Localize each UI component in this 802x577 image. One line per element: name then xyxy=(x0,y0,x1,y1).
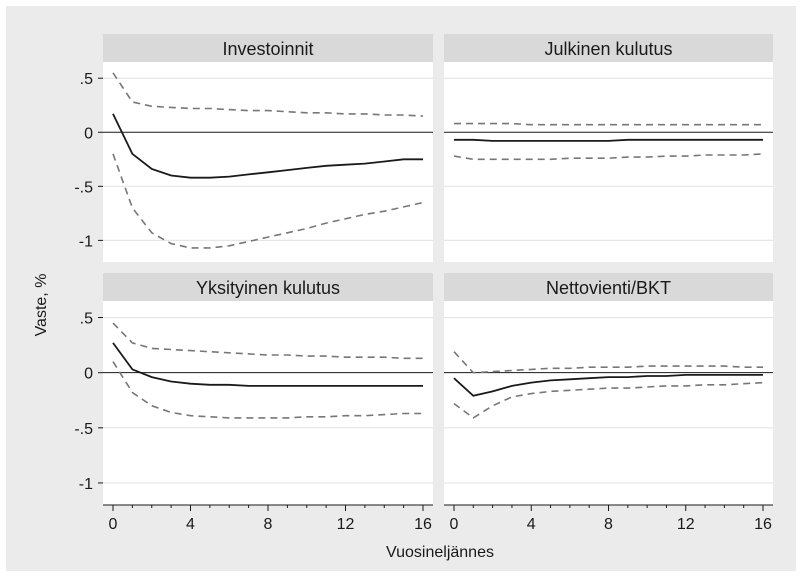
plot-area xyxy=(103,301,433,505)
y-tick-label: -1 xyxy=(79,233,93,250)
x-tick-label: 0 xyxy=(109,516,118,533)
y-tick-label: .5 xyxy=(80,71,93,88)
x-tick-labels: 0 4 8 12 16 0 4 8 12 16 xyxy=(109,516,772,533)
upper-band-line xyxy=(454,122,763,126)
response-line xyxy=(453,373,763,397)
x-tick-label: 8 xyxy=(264,516,273,533)
panel-strip xyxy=(444,273,773,301)
x-tick-label: 12 xyxy=(337,516,355,533)
x-tick-label: 16 xyxy=(754,516,772,533)
plot-area xyxy=(444,62,773,262)
panel-0: Investoinnit xyxy=(98,34,433,262)
panel-strip xyxy=(103,34,433,62)
lower-band-line xyxy=(112,361,423,419)
lower-band-line xyxy=(112,153,424,249)
panel-title: Yksityinen kulutus xyxy=(196,278,340,298)
lower-band-line xyxy=(453,153,764,161)
y-tick-label: 0 xyxy=(84,366,93,383)
x-tick-label: 0 xyxy=(450,516,459,533)
upper-band-line xyxy=(112,72,424,117)
response-line xyxy=(454,138,763,142)
panels: Investoinnit Julkinen kulutus Yksityinen k… xyxy=(98,34,773,511)
plot-area xyxy=(444,301,773,505)
upper-band-line xyxy=(112,322,423,360)
panel-title: Nettovienti/BKT xyxy=(546,278,671,298)
panel-strip xyxy=(103,273,433,301)
response-line xyxy=(112,113,423,179)
y-tick-labels: .5 0 -.5 -1 .5 0 -.5 -1 xyxy=(74,71,93,493)
x-tick-label: 12 xyxy=(677,516,695,533)
upper-band-line xyxy=(453,351,763,374)
x-tick-label: 4 xyxy=(186,516,195,533)
y-tick-label: -.5 xyxy=(74,179,93,196)
x-axis-label: Vuosineljännes xyxy=(386,544,494,561)
x-tick-label: 16 xyxy=(414,516,432,533)
y-tick-label: 0 xyxy=(84,125,93,142)
y-tick-label: .5 xyxy=(80,311,93,328)
y-axis-label: Vaste, % xyxy=(33,274,50,337)
panel-strip xyxy=(444,34,773,62)
x-tick-label: 8 xyxy=(604,516,613,533)
panel-1: Julkinen kulutus xyxy=(444,34,773,262)
panel-title: Julkinen kulutus xyxy=(544,39,672,59)
panel-2: Yksityinen kulutus xyxy=(98,273,433,511)
panel-title: Investoinnit xyxy=(222,39,313,59)
y-tick-label: -1 xyxy=(79,476,93,493)
panel-3: Nettovienti/BKT xyxy=(444,273,773,511)
y-tick-label: -.5 xyxy=(74,421,93,438)
response-line xyxy=(112,342,423,387)
x-tick-label: 4 xyxy=(527,516,536,533)
lower-band-line xyxy=(453,381,764,419)
